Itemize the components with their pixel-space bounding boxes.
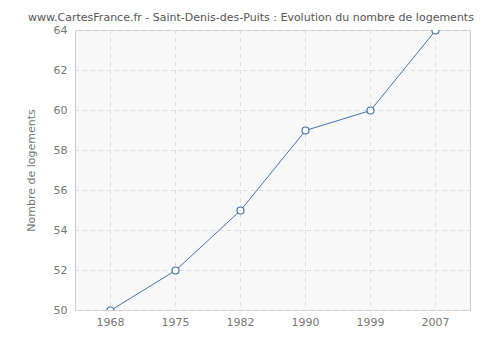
svg-text:58: 58	[54, 144, 68, 157]
svg-text:52: 52	[54, 264, 68, 277]
svg-text:56: 56	[54, 184, 68, 197]
svg-text:50: 50	[54, 304, 68, 317]
svg-text:Nombre de logements: Nombre de logements	[25, 109, 38, 232]
svg-text:1968: 1968	[97, 316, 125, 329]
svg-text:54: 54	[54, 224, 68, 237]
svg-text:64: 64	[54, 24, 68, 37]
svg-text:1990: 1990	[292, 316, 320, 329]
svg-text:60: 60	[54, 104, 68, 117]
svg-text:1999: 1999	[357, 316, 385, 329]
svg-text:1982: 1982	[227, 316, 255, 329]
svg-text:2007: 2007	[422, 316, 450, 329]
svg-text:1975: 1975	[162, 316, 190, 329]
svg-text:www.CartesFrance.fr - Saint-De: www.CartesFrance.fr - Saint-Denis-des-Pu…	[28, 11, 474, 24]
svg-text:62: 62	[54, 64, 68, 77]
